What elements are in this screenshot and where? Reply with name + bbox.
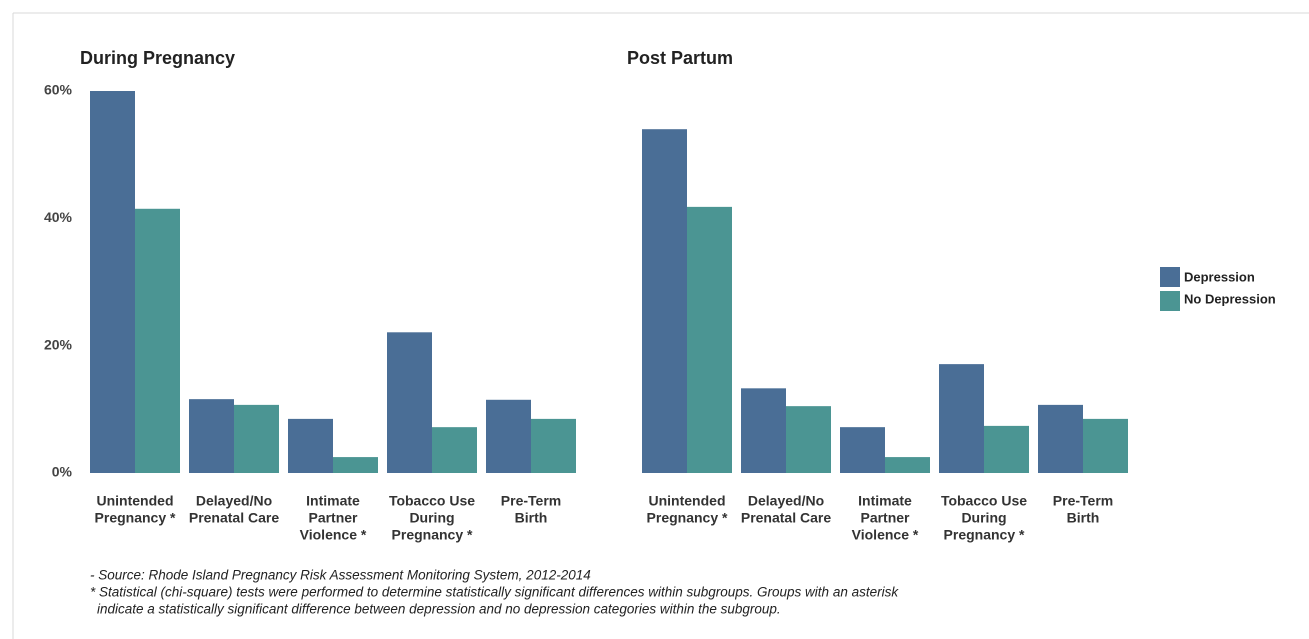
footnote: indicate a statistically significant dif… [97, 602, 781, 617]
panel-title: During Pregnancy [80, 48, 235, 68]
x-tick-label: Pregnancy * [95, 510, 176, 526]
x-tick-label: Pre-Term [501, 493, 561, 509]
bar [939, 364, 984, 473]
bar [1083, 418, 1128, 473]
panel-title: Post Partum [627, 48, 733, 68]
x-tick-label: Pregnancy * [944, 527, 1025, 543]
x-tick-label: Prenatal Care [741, 510, 831, 526]
x-tick-label: Prenatal Care [189, 510, 279, 526]
bar [786, 406, 831, 473]
x-tick-label: Unintended [649, 493, 726, 509]
x-tick-label: Pre-Term [1053, 493, 1113, 509]
x-tick-label: Violence * [300, 527, 367, 543]
footnote: * Statistical (chi-square) tests were pe… [90, 585, 899, 600]
bar [135, 208, 180, 474]
footnote: - Source: Rhode Island Pregnancy Risk As… [90, 568, 591, 583]
bar [189, 399, 234, 473]
x-tick-label: During [961, 510, 1006, 526]
x-tick-label: Delayed/No [748, 493, 824, 509]
bar [1038, 404, 1083, 473]
bar [288, 418, 333, 473]
x-tick-label: Unintended [97, 493, 174, 509]
bar [90, 91, 135, 473]
legend-label: No Depression [1184, 291, 1276, 306]
bar [642, 129, 687, 473]
bar [687, 206, 732, 473]
x-tick-label: Tobacco Use [389, 493, 475, 509]
legend-swatch [1160, 267, 1180, 287]
y-tick-label: 60% [44, 82, 73, 98]
x-tick-label: Pregnancy * [392, 527, 473, 543]
x-tick-label: Birth [1067, 510, 1100, 526]
x-tick-label: Intimate [858, 493, 912, 509]
bar [387, 332, 432, 473]
x-tick-label: Violence * [852, 527, 919, 543]
bar [885, 457, 930, 473]
y-tick-label: 0% [52, 464, 73, 480]
bar [333, 457, 378, 473]
x-tick-label: Intimate [306, 493, 360, 509]
y-tick-label: 20% [44, 336, 73, 352]
x-tick-label: Partner [308, 510, 358, 526]
bar [432, 427, 477, 473]
y-tick-label: 40% [44, 209, 73, 225]
x-tick-label: Birth [515, 510, 548, 526]
bar [840, 427, 885, 473]
legend-label: Depression [1184, 269, 1255, 284]
x-tick-label: During [409, 510, 454, 526]
bar [234, 404, 279, 473]
x-tick-label: Delayed/No [196, 493, 272, 509]
x-tick-label: Tobacco Use [941, 493, 1027, 509]
bar [741, 388, 786, 473]
bar [531, 418, 576, 473]
legend-swatch [1160, 291, 1180, 311]
x-tick-label: Pregnancy * [647, 510, 728, 526]
x-tick-label: Partner [860, 510, 910, 526]
bar [984, 425, 1029, 473]
bar [486, 399, 531, 473]
